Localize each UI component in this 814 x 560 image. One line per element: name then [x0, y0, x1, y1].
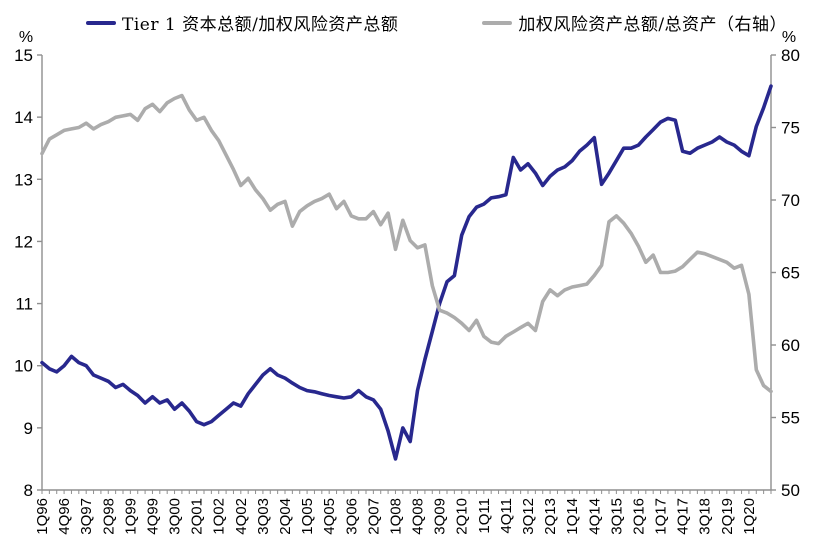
x-axis-tick-label: 2Q19 — [719, 498, 736, 535]
x-axis-tick-label: 1Q05 — [299, 498, 316, 535]
legend-item-tier1-ratio: Tier 1 资本总额/加权风险资产总额 — [86, 10, 398, 35]
left-axis-tick-label: 8 — [24, 481, 33, 500]
x-axis-tick-label: 4Q02 — [233, 498, 250, 535]
x-axis-tick-label: 2Q16 — [630, 498, 647, 535]
right-axis-tick-label: 60 — [781, 336, 800, 355]
x-axis-tick-label: 1Q20 — [741, 498, 758, 535]
right-axis-tick-label: 70 — [781, 191, 800, 210]
right-axis-tick-label: 65 — [781, 264, 800, 283]
rwa-to-assets-line — [40, 93, 773, 394]
x-axis-tick-label: 1Q02 — [211, 498, 228, 535]
x-axis-tick-label: 2Q98 — [100, 498, 117, 535]
x-axis-tick-label: 3Q15 — [608, 498, 625, 535]
x-axis-tick-label: 2Q13 — [542, 498, 559, 535]
left-axis-tick-label: 10 — [14, 357, 33, 376]
right-axis-tick-label: 80 — [781, 46, 800, 65]
left-axis-tick-label: 15 — [14, 46, 33, 65]
x-axis-tick-label: 4Q96 — [56, 498, 73, 535]
x-axis-tick-label: 2Q07 — [365, 498, 382, 535]
x-axis-tick-label: 3Q18 — [697, 498, 714, 535]
x-axis-tick-label: 3Q06 — [343, 498, 360, 535]
x-axis-tick-label: 4Q14 — [586, 498, 603, 535]
x-axis-tick-label: 1Q96 — [34, 498, 51, 535]
x-axis-tick-label: 4Q99 — [144, 498, 161, 535]
left-axis-tick-label: 11 — [15, 295, 33, 314]
x-axis-tick-label: 4Q05 — [321, 498, 338, 535]
x-axis-tick-label: 4Q08 — [410, 498, 427, 535]
legend-label-rwa-ratio: 加权风险资产总额/总资产（右轴） — [518, 15, 788, 35]
legend-label-tier1-ratio: Tier 1 资本总额/加权风险资产总额 — [122, 15, 399, 35]
right-axis-tick-label: 50 — [781, 481, 800, 500]
x-axis-tick-label: 2Q10 — [454, 498, 471, 535]
x-axis-tick-label: 3Q03 — [255, 498, 272, 535]
left-axis-unit: % — [19, 29, 33, 46]
x-axis-tick-label: 1Q11 — [476, 498, 493, 534]
legend-item-rwa-ratio: 加权风险资产总额/总资产（右轴） — [482, 10, 787, 35]
right-axis-tick-label: 55 — [781, 409, 800, 428]
legend-swatch-gray-line — [482, 20, 513, 25]
x-axis-tick-label: 1Q14 — [564, 498, 581, 535]
x-axis-tick-label: 3Q09 — [432, 498, 449, 535]
legend-swatch-blue-line — [86, 20, 116, 25]
x-axis-tick-label: 4Q11 — [498, 498, 515, 534]
x-axis-tick-label: 3Q12 — [520, 498, 537, 535]
x-axis-tick-label: 2Q04 — [277, 498, 294, 535]
left-axis-tick-label: 9 — [24, 419, 33, 438]
tier1-ratio-line — [40, 84, 773, 461]
right-axis-tick-label: 75 — [781, 119, 800, 138]
left-axis-tick-label: 12 — [14, 232, 33, 251]
right-axis-unit: % — [782, 29, 796, 46]
x-axis-tick-label: 4Q17 — [675, 498, 692, 535]
left-axis-tick-label: 14 — [14, 108, 33, 127]
x-axis-tick-label: 1Q99 — [122, 498, 139, 535]
left-axis-tick-label: 13 — [14, 170, 33, 189]
x-axis-tick-label: 1Q08 — [387, 498, 404, 535]
x-axis-tick-label: 3Q00 — [167, 498, 184, 535]
x-axis-tick-label: 2Q01 — [189, 498, 206, 535]
x-axis-tick-label: 1Q17 — [653, 498, 670, 535]
x-axis-tick-label: 3Q97 — [78, 498, 95, 535]
legend: Tier 1 资本总额/加权风险资产总额 加权风险资产总额/总资产（右轴） — [86, 10, 814, 35]
